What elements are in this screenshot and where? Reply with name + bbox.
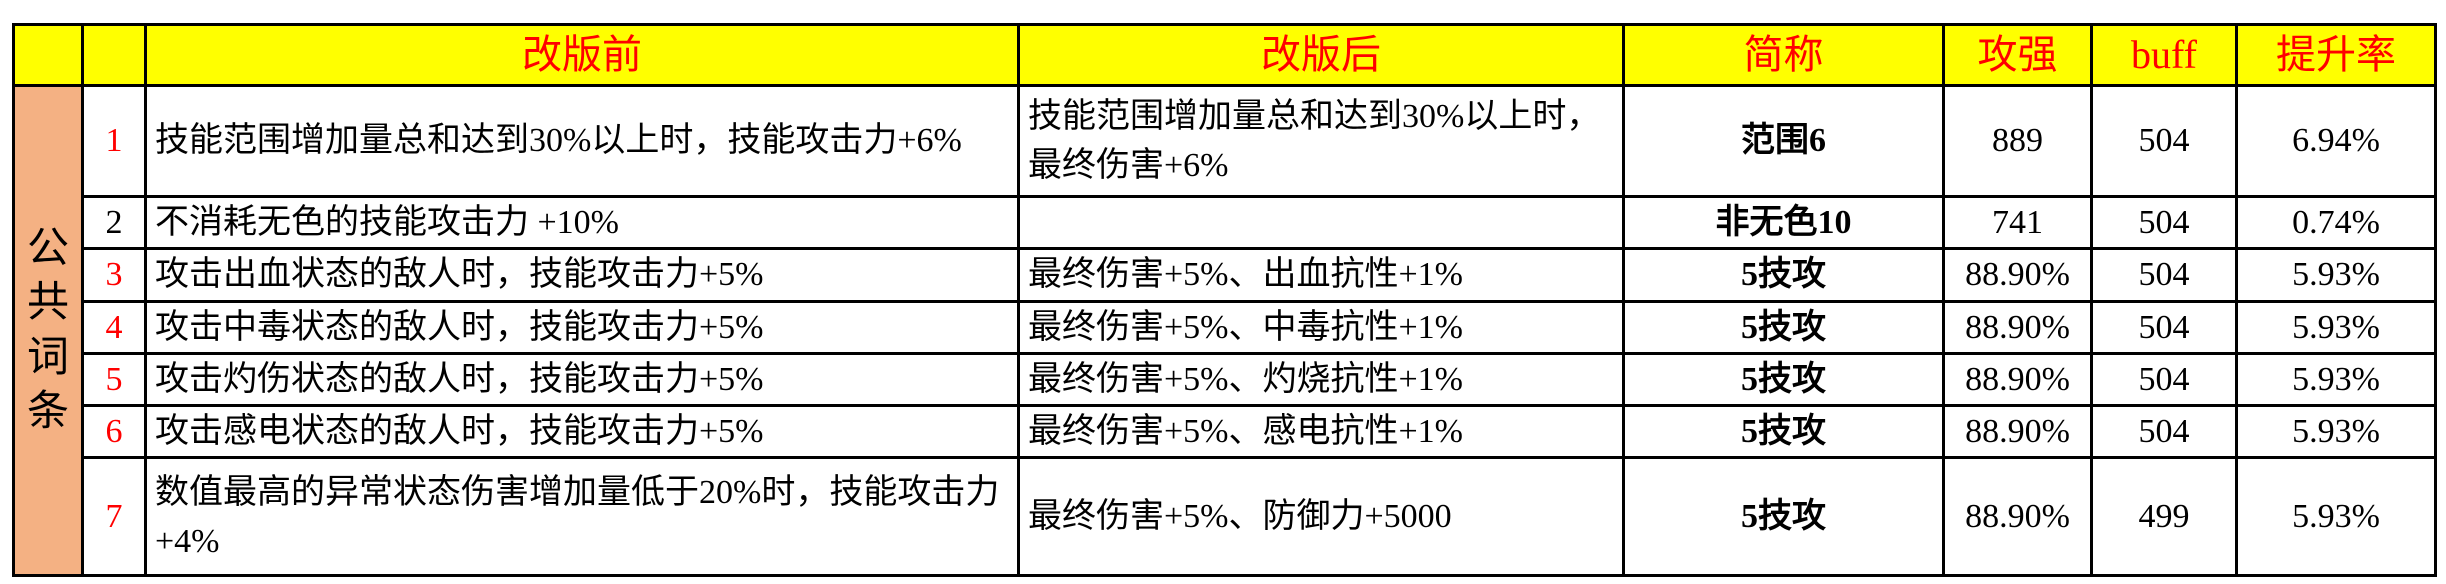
row-number: 5 <box>81 351 147 408</box>
header-after: 改版后 <box>1017 23 1625 87</box>
comparison-table: 改版前 改版后 简称 攻强 buff 提升率 公共词条 1 技能范围增加量总和达到3… <box>12 23 2437 578</box>
atk-value: 741 <box>1942 194 2093 251</box>
header-before: 改版前 <box>144 23 1020 87</box>
buff-value: 504 <box>2090 351 2238 408</box>
header-group <box>12 23 84 87</box>
group-label-text: 公共词条 <box>27 225 70 436</box>
after-text: 最终伤害+5%、感电抗性+1% <box>1017 404 1625 460</box>
table-row: 公共词条 1 技能范围增加量总和达到30%以上时，技能攻击力+6% 技能范围增加量总和… <box>12 83 2437 578</box>
row-number: 2 <box>81 194 147 251</box>
short-name: 5技攻 <box>1622 299 1945 355</box>
before-text: 攻击中毒状态的敌人时，技能攻击力+5% <box>144 299 1020 355</box>
table-row: 5 攻击灼伤状态的敌人时，技能攻击力+5% 最终伤害+5%、灼烧抗性+1% 5技攻 88… <box>14 351 2437 408</box>
table-row: 4 攻击中毒状态的敌人时，技能攻击力+5% 最终伤害+5%、中毒抗性+1% 5技攻 88… <box>14 299 2437 355</box>
before-text: 攻击感电状态的敌人时，技能攻击力+5% <box>144 404 1020 460</box>
buff-value: 499 <box>2090 456 2238 578</box>
row-number: 6 <box>81 404 147 460</box>
rate-value: 5.93% <box>2235 299 2437 355</box>
short-name: 5技攻 <box>1622 404 1945 460</box>
row-number: 3 <box>81 247 147 303</box>
table-row: 7 数值最高的异常状态伤害增加量低于20%时，技能攻击力 +4% 最终伤害+5%、防… <box>14 456 2437 578</box>
rate-value: 0.74% <box>2235 194 2437 251</box>
atk-value: 889 <box>1942 84 2093 198</box>
short-name: 5技攻 <box>1622 456 1945 578</box>
short-name: 范围6 <box>1622 84 1945 198</box>
buff-value: 504 <box>2090 404 2238 460</box>
before-text: 攻击灼伤状态的敌人时，技能攻击力+5% <box>144 351 1020 408</box>
buff-value: 504 <box>2090 84 2238 198</box>
buff-value: 504 <box>2090 194 2238 251</box>
header-rate: 提升率 <box>2235 23 2437 87</box>
after-text: 最终伤害+5%、防御力+5000 <box>1017 456 1625 578</box>
table-row: 2 不消耗无色的技能攻击力 +10% 非无色10 741 504 0.74% <box>14 194 2437 251</box>
table-row: 3 攻击出血状态的敌人时，技能攻击力+5% 最终伤害+5%、出血抗性+1% 5技攻 88… <box>14 247 2437 303</box>
buff-value: 504 <box>2090 247 2238 303</box>
buff-value: 504 <box>2090 299 2238 355</box>
atk-value: 88.90% <box>1942 247 2093 303</box>
table-row: 6 攻击感电状态的敌人时，技能攻击力+5% 最终伤害+5%、感电抗性+1% 5技攻 88… <box>14 404 2437 460</box>
short-name: 非无色10 <box>1622 194 1945 251</box>
after-text: 最终伤害+5%、中毒抗性+1% <box>1017 299 1625 355</box>
rate-value: 6.94% <box>2235 84 2437 198</box>
group-label: 公共词条 <box>12 83 84 578</box>
after-text: 技能范围增加量总和达到30%以上时，最终伤害+6% <box>1017 84 1625 198</box>
header-row: 改版前 改版后 简称 攻强 buff 提升率 <box>12 23 2437 87</box>
short-name: 5技攻 <box>1622 247 1945 303</box>
row-number: 4 <box>81 299 147 355</box>
header-buff: buff <box>2090 23 2238 87</box>
header-short: 简称 <box>1622 23 1945 87</box>
atk-value: 88.90% <box>1942 299 2093 355</box>
after-text: 最终伤害+5%、灼烧抗性+1% <box>1017 351 1625 408</box>
after-text: 最终伤害+5%、出血抗性+1% <box>1017 247 1625 303</box>
before-text: 技能范围增加量总和达到30%以上时，技能攻击力+6% <box>144 84 1020 198</box>
atk-value: 88.90% <box>1942 351 2093 408</box>
row-number: 7 <box>81 456 147 578</box>
atk-value: 88.90% <box>1942 456 2093 578</box>
row-number: 1 <box>81 84 147 198</box>
before-text: 数值最高的异常状态伤害增加量低于20%时，技能攻击力 +4% <box>144 456 1020 578</box>
rate-value: 5.93% <box>2235 351 2437 408</box>
before-text: 不消耗无色的技能攻击力 +10% <box>144 194 1020 251</box>
rate-value: 5.93% <box>2235 456 2437 578</box>
short-name: 5技攻 <box>1622 351 1945 408</box>
header-atk: 攻强 <box>1942 23 2093 87</box>
after-text <box>1017 194 1625 251</box>
rate-value: 5.93% <box>2235 247 2437 303</box>
header-no <box>81 23 147 87</box>
before-text: 攻击出血状态的敌人时，技能攻击力+5% <box>144 247 1020 303</box>
atk-value: 88.90% <box>1942 404 2093 460</box>
rate-value: 5.93% <box>2235 404 2437 460</box>
